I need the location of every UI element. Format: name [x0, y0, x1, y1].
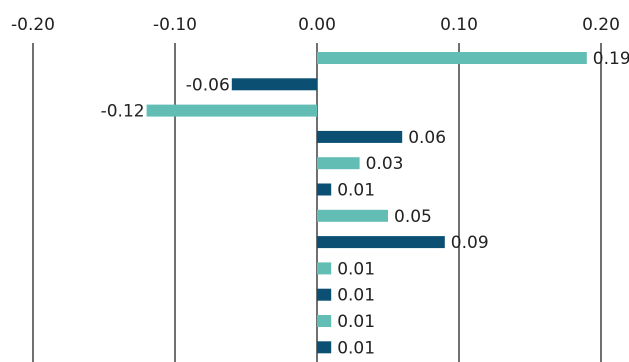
bar: [231, 78, 317, 91]
bar: [317, 341, 332, 354]
x-tick-label: 0.00: [298, 15, 336, 35]
bar-value-label: 0.01: [337, 312, 375, 332]
bar: [317, 130, 403, 143]
bar: [146, 104, 317, 117]
x-tick-label: 0.20: [582, 15, 620, 35]
bar: [317, 288, 332, 301]
bar-value-label: -0.06: [186, 75, 230, 95]
bar: [317, 262, 332, 275]
bar: [317, 52, 587, 64]
x-tick-label: 0.10: [440, 15, 478, 35]
bar: [317, 183, 332, 196]
bar-value-label: 0.19: [593, 49, 629, 69]
bar-value-label: -0.12: [101, 102, 145, 122]
bar: [317, 315, 332, 327]
x-tick-label: -0.20: [11, 15, 55, 35]
bar-value-label: 0.01: [337, 259, 375, 279]
bar-value-label: 0.09: [451, 233, 489, 253]
bar-value-label: 0.01: [337, 286, 375, 306]
bar-value-label: 0.01: [337, 181, 375, 201]
bar: [317, 157, 360, 170]
bar-value-label: 0.01: [337, 338, 375, 358]
bar: [317, 209, 388, 222]
x-tick-label: -0.10: [153, 15, 197, 35]
bar-value-label: 0.05: [394, 207, 432, 227]
bar-value-label: 0.03: [366, 154, 404, 174]
bar-value-label: 0.06: [408, 128, 446, 148]
bar: [317, 236, 445, 249]
